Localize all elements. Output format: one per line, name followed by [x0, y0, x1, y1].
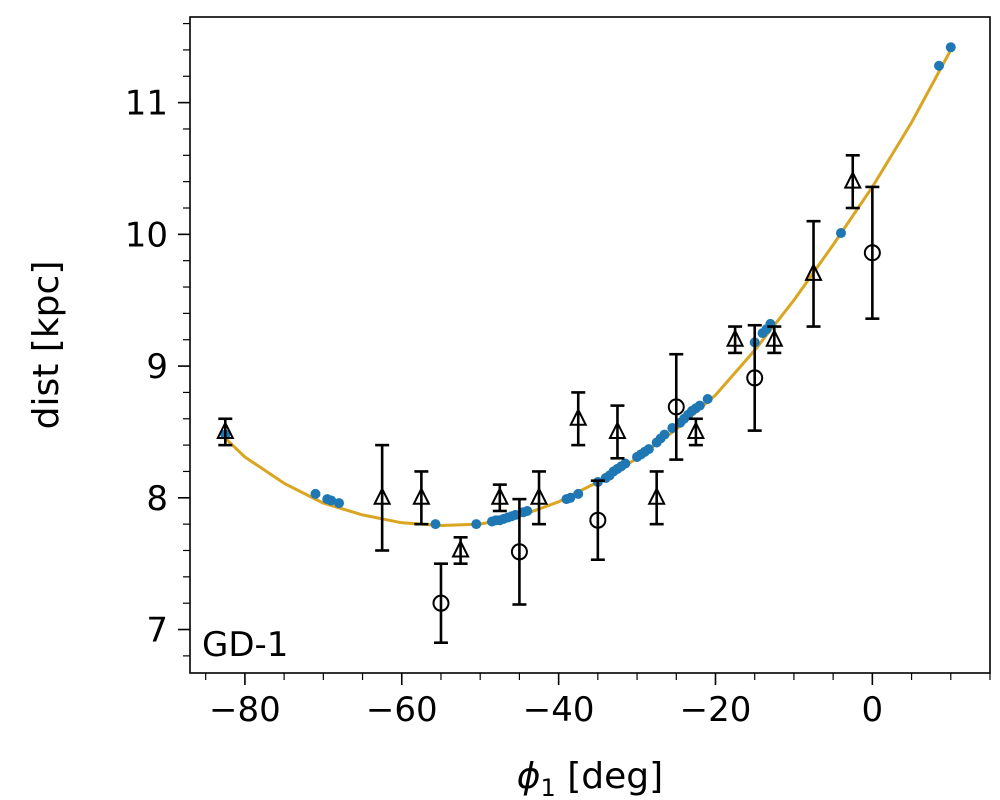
- triangle-measurement: [725, 325, 745, 355]
- x-axis-label-unit: [deg]: [556, 756, 663, 797]
- series-triangle-measurements: [216, 154, 862, 565]
- series-fit-curve: [220, 49, 953, 527]
- circle-measurement: [510, 497, 528, 606]
- triangle-marker: [647, 486, 666, 505]
- stream-star-point: [522, 505, 533, 516]
- triangle-marker: [725, 328, 745, 347]
- triangle-measurement: [647, 470, 666, 526]
- triangle-marker: [686, 420, 706, 439]
- circle-measurement: [432, 562, 450, 645]
- triangle-measurement: [490, 483, 509, 513]
- triangle-marker: [451, 539, 470, 558]
- circle-marker: [589, 511, 607, 529]
- triangle-measurement: [373, 443, 392, 552]
- x-tick-label: −80: [209, 690, 281, 730]
- y-tick-label: 10: [125, 215, 168, 255]
- triangle-marker: [843, 170, 862, 189]
- triangle-measurement: [804, 219, 823, 328]
- fit-curve-line: [220, 49, 953, 527]
- plot-frame: [189, 16, 991, 674]
- triangle-marker: [490, 486, 509, 505]
- circle-marker: [667, 398, 685, 416]
- x-tick-label: −40: [523, 690, 595, 730]
- stream-star-point: [573, 488, 584, 499]
- stream-star-point: [510, 509, 521, 520]
- triangle-marker: [216, 420, 235, 439]
- triangle-marker: [412, 486, 431, 505]
- x-axis-label: ϕ1 [deg]: [517, 756, 663, 800]
- stream-star-point: [310, 488, 321, 499]
- triangle-marker: [569, 407, 588, 426]
- x-axis: −80 −60 −40 −20 0: [205, 673, 991, 730]
- triangle-marker: [804, 262, 823, 281]
- series-stream-stars: [220, 42, 956, 530]
- plot-content: [216, 42, 956, 645]
- circle-measurement: [667, 352, 685, 461]
- stream-star-point: [620, 458, 631, 469]
- triangle-measurement: [529, 470, 549, 526]
- triangle-measurement: [451, 536, 470, 565]
- triangle-measurement: [843, 154, 862, 210]
- stream-star-point: [934, 60, 945, 71]
- annotation-label: GD-1: [202, 625, 288, 665]
- x-tick-label: 0: [862, 690, 884, 730]
- y-tick-label: 8: [146, 479, 168, 519]
- stream-star-point: [659, 429, 670, 440]
- stream-star-point: [326, 495, 337, 506]
- y-tick-label: 7: [146, 611, 168, 651]
- stream-star-point: [471, 519, 482, 530]
- stream-star-point: [694, 400, 705, 411]
- stream-star-point: [667, 422, 678, 433]
- triangle-marker: [608, 420, 627, 439]
- y-axis-label: dist [kpc]: [26, 261, 67, 430]
- triangle-measurement: [686, 417, 706, 447]
- triangle-measurement: [765, 325, 784, 355]
- y-tick-label: 11: [125, 84, 168, 124]
- triangle-measurement: [608, 404, 627, 460]
- circle-measurement: [589, 479, 607, 562]
- y-axis: 7 8 9 10 11: [125, 22, 190, 657]
- stream-star-point: [702, 394, 713, 405]
- triangle-measurement: [216, 417, 235, 447]
- triangle-marker: [529, 486, 549, 505]
- plot-area: [189, 16, 991, 674]
- circle-marker: [863, 244, 881, 262]
- triangle-measurement: [569, 391, 588, 447]
- stream-star-point: [835, 228, 846, 239]
- circle-measurement: [863, 185, 881, 320]
- stream-star-point: [334, 498, 345, 509]
- circle-measurement: [746, 323, 764, 432]
- circle-marker: [510, 543, 528, 561]
- x-tick-label: −60: [366, 690, 438, 730]
- triangle-measurement: [412, 470, 431, 526]
- stream-star-point: [430, 519, 441, 530]
- x-axis-label-subscript: 1: [541, 774, 556, 800]
- circle-marker: [432, 594, 450, 612]
- x-tick-label: −20: [680, 690, 752, 730]
- y-tick-label: 9: [146, 347, 168, 387]
- triangle-marker: [373, 486, 392, 505]
- circle-marker: [746, 369, 764, 387]
- x-axis-label-symbol: ϕ: [517, 756, 541, 797]
- stream-star-point: [643, 444, 654, 455]
- stream-star-point: [945, 42, 956, 53]
- triangle-marker: [765, 328, 784, 347]
- series-circle-measurements: [432, 185, 881, 645]
- stream-star-point: [565, 492, 576, 503]
